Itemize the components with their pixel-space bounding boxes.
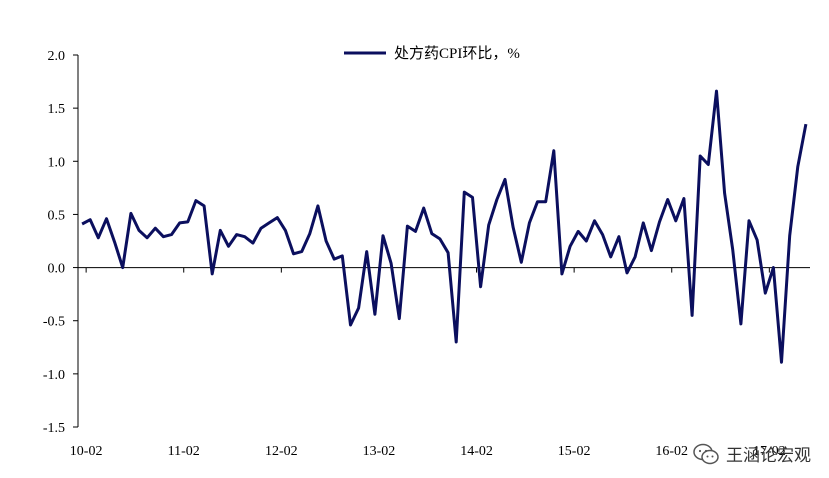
y-tick-label: 2.0 <box>48 49 66 64</box>
x-tick-label: 11-02 <box>168 444 200 459</box>
y-tick-label: -0.5 <box>43 315 65 330</box>
x-tick-label: 10-02 <box>70 444 103 459</box>
y-tick-label: 0.5 <box>48 208 66 223</box>
y-tick-label: -1.0 <box>43 368 65 383</box>
y-tick-label: 0.0 <box>48 262 66 277</box>
watermark: 王涵论宏观 <box>692 441 811 466</box>
x-tick-label: 12-02 <box>265 444 298 459</box>
legend: 处方药CPI环比，% <box>344 45 520 62</box>
y-tick-label: 1.0 <box>48 155 66 170</box>
x-tick-label: 15-02 <box>558 444 591 459</box>
x-tick-label: 13-02 <box>363 444 396 459</box>
wechat-icon <box>693 443 719 464</box>
x-tick-label: 16-02 <box>655 444 688 459</box>
x-tick-label: 17-02 <box>753 444 786 459</box>
series-line <box>81 89 808 364</box>
x-tick-label: 14-02 <box>460 444 493 459</box>
y-tick-label: 1.5 <box>48 102 66 117</box>
y-tick-label: -1.5 <box>43 421 65 436</box>
legend-label: 处方药CPI环比，% <box>394 45 520 62</box>
watermark-text: 王涵论宏观 <box>726 446 811 466</box>
